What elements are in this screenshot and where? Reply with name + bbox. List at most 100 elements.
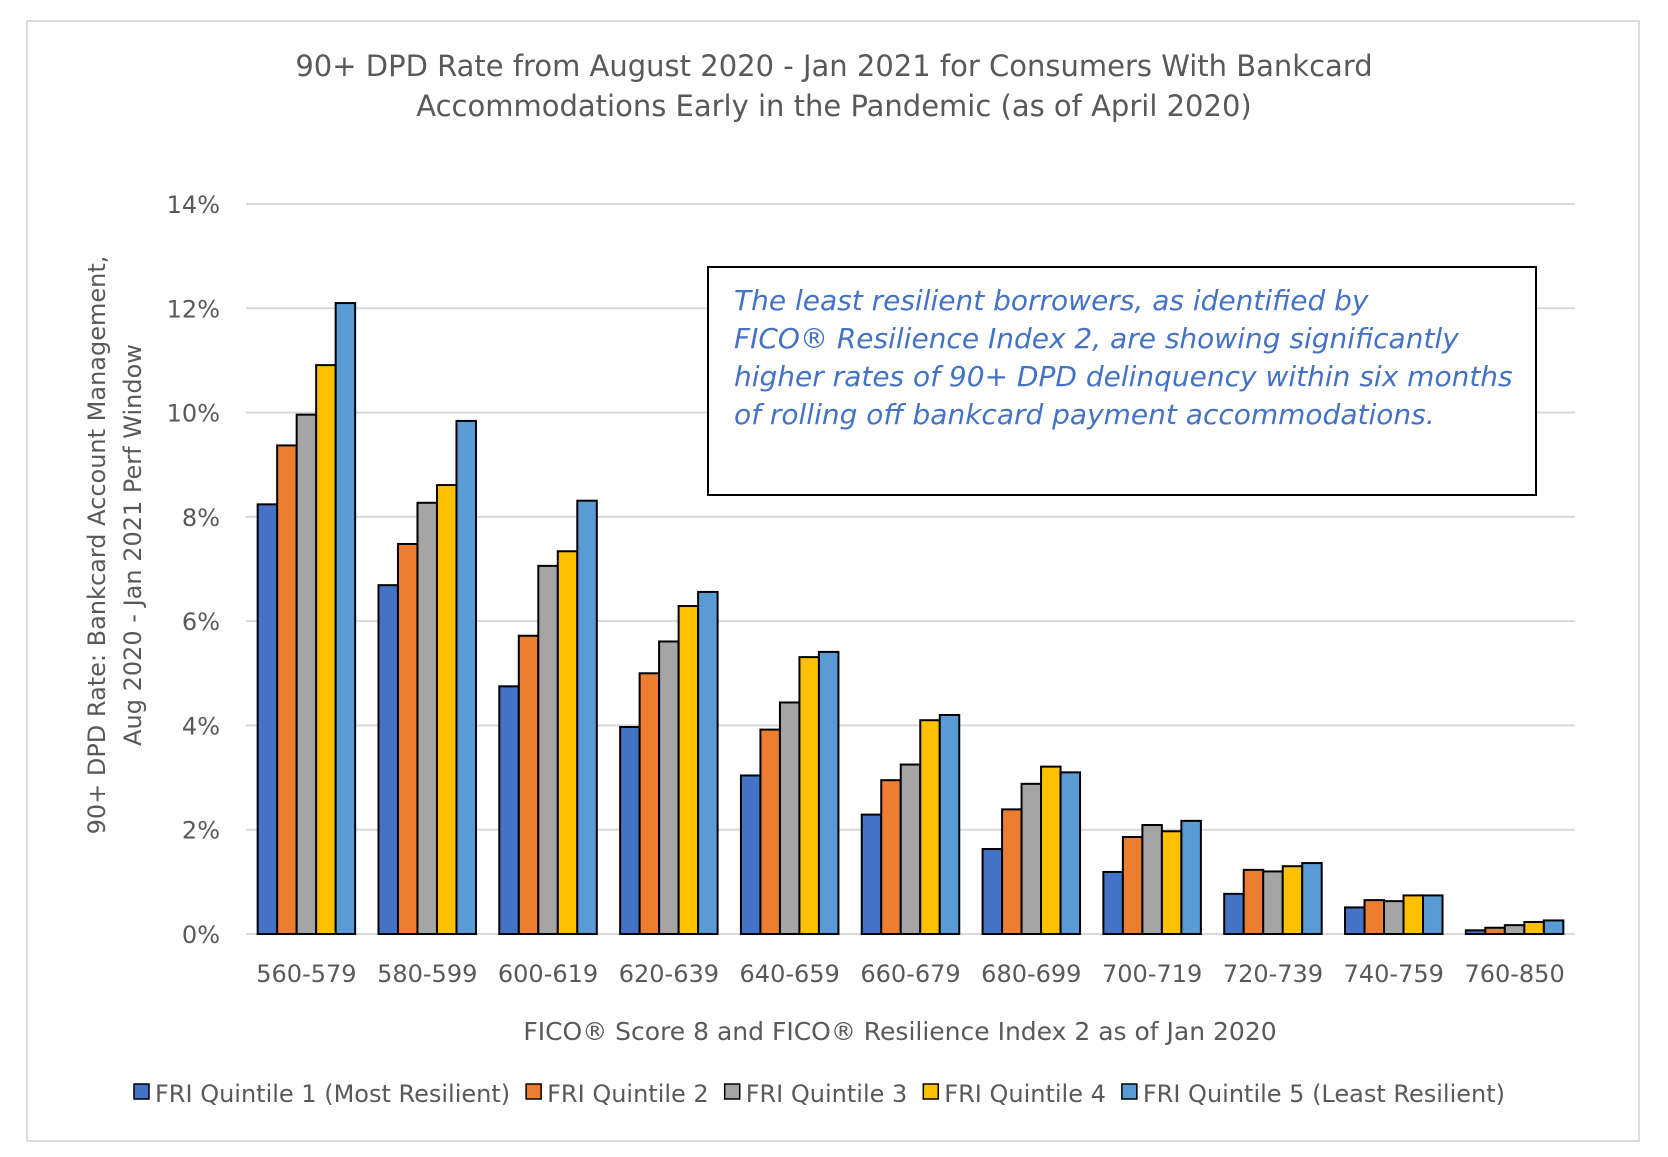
- x-tick-label: 580-599: [377, 960, 477, 988]
- bar-740-759-q4: [1402, 894, 1425, 936]
- bar-740-759-q2: [1363, 899, 1386, 935]
- x-tick-labels: 560-579 580-599 600-619 620-639 640-659 660-6…: [256, 960, 1564, 988]
- bars: [256, 302, 1565, 936]
- x-tick-label: 680-699: [981, 960, 1081, 988]
- y-axis-label-line-2: Aug 2020 - Jan 2021 Perf Window: [119, 344, 147, 746]
- bar-720-739-q4: [1281, 865, 1304, 936]
- legend-label: FRI Quintile 1 (Most Resilient): [155, 1080, 510, 1108]
- bar-640-659-q3: [778, 701, 801, 935]
- bar-680-699-q1: [981, 848, 1004, 935]
- bar-760-850-q2: [1484, 926, 1506, 936]
- bar-560-579-q2: [276, 444, 298, 935]
- bar-640-659-q1: [739, 774, 762, 935]
- bar-580-599-q2: [396, 542, 419, 935]
- bar-580-599-q3: [416, 501, 438, 935]
- bar-700-719-q5: [1180, 819, 1202, 935]
- annotation-line-1: The least resilient borrowers, as identi…: [734, 284, 1369, 317]
- x-tick-label: 600-619: [498, 960, 598, 988]
- bar-640-659-q2: [759, 728, 781, 935]
- legend-label: FRI Quintile 4: [944, 1080, 1106, 1108]
- bar-620-639-q4: [677, 605, 700, 935]
- bar-680-699-q4: [1040, 765, 1062, 935]
- bar-760-850-q1: [1464, 929, 1487, 935]
- x-tick-label: 640-659: [740, 960, 840, 988]
- chart-title-line-1: 90+ DPD Rate from August 2020 - Jan 2021…: [295, 49, 1372, 83]
- bar-660-679-q2: [880, 779, 902, 936]
- y-tick-label: 8%: [182, 504, 220, 532]
- x-tick-label: 560-579: [256, 960, 356, 988]
- x-tick-label: 720-739: [1223, 960, 1323, 988]
- bar-560-579-q1: [256, 503, 279, 935]
- legend-swatch: [525, 1083, 542, 1100]
- bar-600-619-q2: [517, 634, 540, 935]
- bar-660-679-q4: [919, 719, 941, 936]
- bar-720-739-q5: [1301, 862, 1323, 935]
- bar-600-619-q5: [576, 499, 598, 935]
- bar-600-619-q3: [537, 564, 559, 935]
- legend-label: FRI Quintile 3: [746, 1080, 908, 1108]
- bar-720-739-q3: [1262, 870, 1284, 936]
- x-tick-label: 620-639: [619, 960, 719, 988]
- y-tick-label: 6%: [182, 608, 220, 636]
- legend-swatch: [922, 1083, 940, 1100]
- x-tick-label: 700-719: [1102, 960, 1202, 988]
- bar-620-639-q2: [638, 672, 661, 935]
- y-tick-label: 14%: [167, 191, 220, 219]
- bar-660-679-q1: [860, 813, 883, 935]
- bar-620-639-q3: [658, 640, 680, 935]
- legend-label: FRI Quintile 5 (Least Resilient): [1143, 1080, 1505, 1108]
- x-tick-label: 760-850: [1464, 960, 1564, 988]
- bar-640-659-q4: [798, 656, 820, 935]
- bar-760-850-q5: [1542, 919, 1565, 936]
- bar-560-579-q5: [334, 302, 357, 936]
- legend-swatch: [723, 1083, 741, 1100]
- bar-600-619-q1: [498, 685, 520, 935]
- legend: FRI Quintile 1 (Most Resilient) FRI Quint…: [133, 1080, 1505, 1108]
- y-tick-label: 12%: [167, 295, 220, 323]
- bar-620-639-q1: [619, 725, 641, 935]
- bar-600-619-q4: [556, 550, 579, 935]
- bar-660-679-q3: [899, 763, 922, 935]
- bar-680-699-q5: [1059, 771, 1082, 935]
- y-tick-label: 10%: [167, 400, 220, 428]
- x-tick-label: 660-679: [860, 960, 960, 988]
- bar-560-579-q4: [315, 364, 337, 936]
- annotation-line-3: higher rates of 90+ DPD delinquency with…: [734, 360, 1513, 393]
- legend-label: FRI Quintile 2: [547, 1080, 709, 1108]
- y-tick-label: 0%: [182, 921, 220, 949]
- y-tick-labels: 0% 2% 4% 6% 8% 10% 12% 14%: [167, 191, 220, 949]
- bar-700-719-q1: [1102, 870, 1124, 936]
- annotation-line-2: FICO® Resilience Index 2, are showing si…: [734, 322, 1459, 355]
- bar-640-659-q5: [817, 650, 840, 936]
- bar-580-599-q4: [435, 484, 458, 935]
- y-axis-label-line-1: 90+ DPD Rate: Bankcard Account Managemen…: [83, 256, 111, 835]
- legend-swatch: [1121, 1083, 1138, 1100]
- bar-560-579-q3: [295, 413, 318, 935]
- bar-760-850-q4: [1523, 921, 1545, 935]
- bar-740-759-q5: [1422, 894, 1444, 936]
- legend-swatch: [133, 1083, 150, 1100]
- bar-700-719-q4: [1160, 830, 1183, 935]
- x-tick-label: 740-759: [1344, 960, 1444, 988]
- y-axis-label: 90+ DPD Rate: Bankcard Account Managemen…: [83, 256, 147, 835]
- bar-700-719-q2: [1121, 836, 1144, 935]
- annotation-line-4: of rolling off bankcard payment accommod…: [734, 398, 1435, 431]
- y-tick-label: 4%: [182, 712, 220, 740]
- bar-760-850-q3: [1503, 924, 1526, 936]
- bar-720-739-q1: [1223, 892, 1245, 935]
- y-tick-label: 2%: [182, 817, 220, 845]
- bar-660-679-q5: [938, 714, 961, 935]
- bar-680-699-q2: [1001, 808, 1023, 936]
- bar-740-759-q3: [1383, 900, 1405, 936]
- bar-680-699-q3: [1020, 782, 1043, 935]
- bar-580-599-q1: [377, 584, 399, 936]
- bar-700-719-q3: [1141, 824, 1163, 935]
- annotation-box: The least resilient borrowers, as identi…: [707, 266, 1537, 496]
- bar-620-639-q5: [697, 590, 719, 935]
- chart-title-line-2: Accommodations Early in the Pandemic (as…: [416, 89, 1251, 123]
- x-axis-label: FICO® Score 8 and FICO® Resilience Index…: [523, 1017, 1276, 1046]
- bar-740-759-q1: [1344, 906, 1366, 936]
- bar-720-739-q2: [1242, 868, 1265, 935]
- bar-580-599-q5: [455, 419, 477, 935]
